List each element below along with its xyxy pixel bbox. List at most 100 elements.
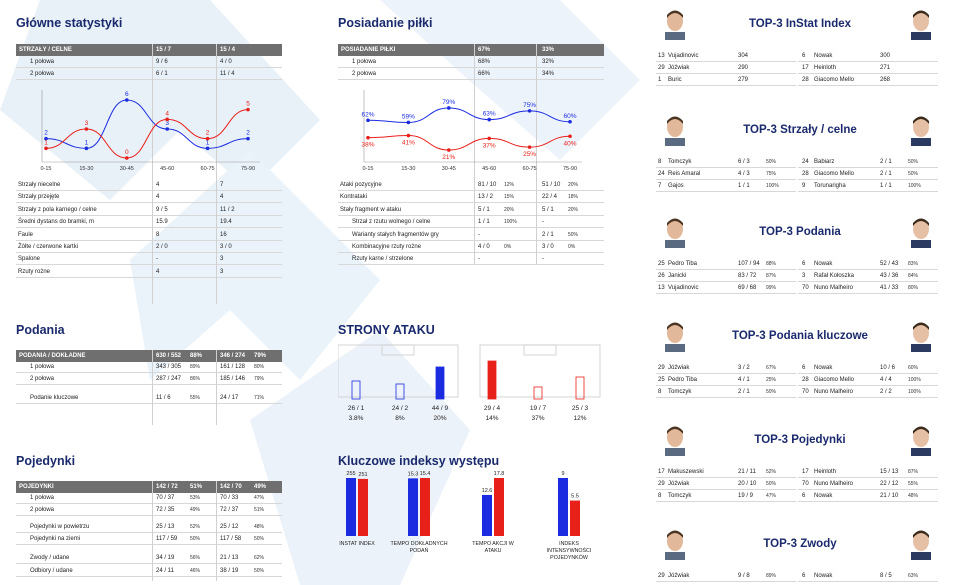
duels-table-row: Pojedynki w powietrzu 25 / 13 52% 25 / 12 48… — [16, 522, 282, 533]
passes-table-header-cell: 630 / 552 — [156, 353, 182, 359]
possession-table-cell: 66% — [478, 71, 491, 77]
player-number: 3 — [802, 273, 806, 279]
shots-detail-row: Spalone - 3 — [16, 254, 282, 266]
duels-table-row: 1 połowa 70 / 37 53% 70 / 33 47% — [16, 493, 282, 504]
player-percent: 55% — [908, 481, 919, 487]
attack-detail-row: Warianty stałych fragmentów gry - 2 / 1 50% — [338, 230, 604, 241]
top3-title: TOP-3 Pojedynki — [754, 434, 846, 446]
key-index-blue-label: 255 — [346, 471, 355, 477]
attack-detail-cell: 2 / 1 — [542, 231, 554, 238]
player-percent: 88% — [766, 261, 777, 267]
shots-detail-cell: Średni dystans do bramki, m — [18, 219, 95, 226]
shots-table-cell: 1 połowa — [30, 59, 55, 65]
player-name: Nowak — [814, 261, 833, 267]
player-name: Buric — [668, 77, 682, 83]
attack-detail-cell: 20% — [568, 182, 579, 188]
player-value: 4 / 3 — [738, 171, 750, 177]
attack-red-percent: 12% — [573, 415, 586, 422]
top3-row-left: 8 Tomczyk 6 / 3 50% — [656, 157, 796, 168]
attack-arrow-blue — [435, 366, 445, 400]
shots-detail-cell: 4 — [156, 268, 160, 275]
possession-blue-point — [366, 118, 370, 123]
top3-row-left: 25 Pedro Tiba 107 / 94 88% — [656, 259, 796, 270]
passes-table-header-cell: 88% — [190, 353, 203, 359]
player-name: Pedro Tiba — [668, 377, 698, 383]
attack-detail-cell: 13 / 2 — [478, 194, 494, 201]
passes-table-header-cell: PODANIA / DOKŁADNE — [19, 353, 86, 359]
player-value: 1 / 1 — [738, 183, 750, 189]
shots-red-data-label: 0 — [125, 149, 129, 156]
shots-detail-cell: Strzały niecelne — [18, 182, 61, 188]
player-photo-left — [662, 218, 688, 248]
passes-title: Podania — [16, 323, 65, 337]
player-value: 52 / 43 — [880, 261, 899, 267]
player-name: Tomczyk — [668, 493, 692, 499]
possession-table-cell: 34% — [542, 71, 555, 77]
shots-blue-data-label: 1 — [206, 139, 210, 146]
duels-table-cell: 51% — [254, 507, 265, 513]
player-number: 6 — [802, 261, 806, 267]
possession-red-data-label: 40% — [563, 140, 576, 147]
player-photo-right — [908, 10, 934, 40]
possession-table-header-cell: 67% — [478, 47, 491, 53]
player-photo-right — [908, 322, 934, 352]
player-value: 19 / 9 — [738, 493, 754, 499]
passes-table-cell: Podanie kluczowe — [30, 395, 79, 401]
duels-table-header-cell: 142 / 70 — [220, 484, 242, 490]
duels-table-header-cell: 49% — [254, 484, 267, 490]
shots-detail-cell: Rzuty rożne — [18, 268, 51, 275]
duels-table-cell: Zwody / udane — [30, 555, 70, 561]
possession-blue-point — [406, 120, 411, 125]
possession-blue-data-label: 62% — [361, 111, 374, 118]
player-name: Pedro Tiba — [668, 261, 698, 267]
shots-detail-row: Strzały przejęte 4 4 — [16, 192, 282, 204]
player-number: 24 — [802, 159, 809, 165]
player-value: 21 / 11 — [738, 469, 756, 475]
attack-detail-row: Kombinacyjne rzuty rożne 4 / 0 0% 3 / 0 0% — [338, 242, 604, 253]
player-value: 268 — [880, 77, 891, 83]
possession-red-data-label: 37% — [483, 142, 496, 149]
player-value: 271 — [880, 65, 891, 71]
shots-red-point — [246, 107, 250, 112]
shots-red-point — [84, 127, 89, 131]
duels-table-cell: Pojedynki na ziemi — [30, 536, 81, 542]
player-number: 6 — [802, 573, 806, 579]
player-percent: 87% — [766, 273, 777, 279]
attack-detail-row: Strzał z rzutu wolnego / celne 1 / 1 100% - — [338, 217, 604, 229]
column-divider — [152, 481, 153, 581]
attack-detail-cell: 1 / 1 — [478, 219, 490, 226]
shots-detail-cell: Faule — [18, 231, 34, 238]
player-value: 10 / 6 — [880, 365, 896, 371]
possession-table-cell: 32% — [542, 59, 555, 65]
attack-pitch-blue-box — [381, 344, 415, 356]
player-photo-right — [908, 426, 934, 456]
shots-x-tick-label: 75-90 — [241, 166, 255, 172]
passes-table-cell: 343 / 305 — [156, 364, 182, 370]
player-photo-left — [662, 322, 688, 352]
column-divider — [152, 44, 153, 304]
shots-detail-row: Strzały z pola karnego / celne 9 / 5 11 / … — [16, 205, 282, 216]
shots-blue-series-line — [45, 99, 249, 149]
passes-table-cell: 24 / 17 — [220, 395, 239, 401]
player-number: 26 — [658, 273, 665, 279]
attack-detail-cell: 5 / 1 — [478, 206, 490, 213]
possession-blue-data-label: 79% — [442, 99, 455, 106]
duels-table-cell: 25 / 12 — [220, 524, 239, 530]
attack-arrow-blue — [351, 380, 361, 400]
key-index-red-bar — [494, 478, 504, 536]
player-name: Jóźwiak — [668, 481, 690, 487]
duels-table-cell: 72 / 35 — [156, 507, 175, 513]
shots-detail-row: Faule 8 16 — [16, 230, 282, 241]
possession-red-point — [366, 135, 370, 140]
shots-detail-cell: 3 — [220, 268, 224, 275]
shots-red-point — [205, 136, 210, 141]
player-value: 9 / 8 — [738, 573, 750, 579]
possession-blue-data-label: 63% — [483, 111, 496, 118]
player-name: Giacomo Mello — [814, 377, 855, 383]
top3-title: TOP-3 Podania kluczowe — [732, 330, 868, 342]
attack-detail-cell: 4 / 0 — [478, 244, 490, 250]
top3-title: TOP-3 Podania — [759, 226, 841, 238]
duels-table-row: Odbiory / udane 24 / 11 46% 38 / 19 50% — [16, 566, 282, 577]
top3-row-right: 3 Rafał Kołoszka 43 / 36 84% — [798, 271, 938, 282]
attack-detail-cell: Kontrataki — [340, 194, 368, 201]
